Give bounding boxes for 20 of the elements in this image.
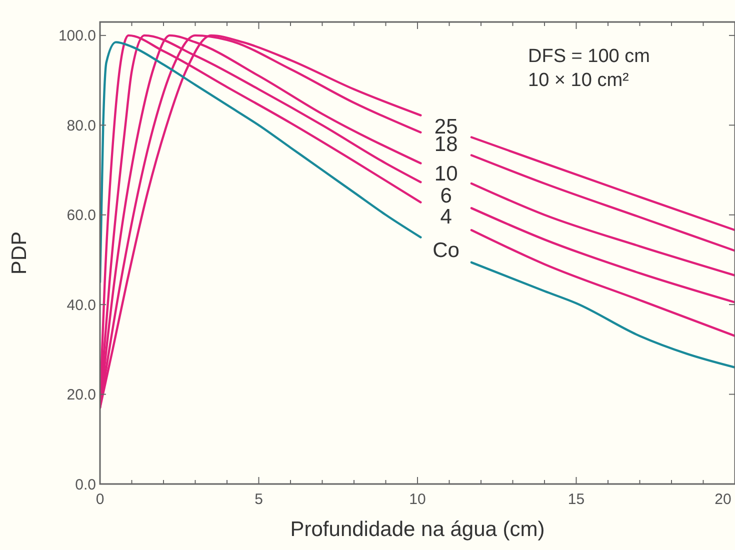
series-label: 18 (434, 133, 458, 156)
y-axis-title: PDP (8, 231, 31, 275)
annotation: DFS = 100 cm (528, 46, 650, 67)
x-tick-label: 5 (254, 491, 263, 508)
annotation: 10 × 10 cm² (528, 70, 629, 91)
y-tick-label: 20.0 (66, 386, 96, 404)
series-label: 4 (440, 206, 452, 229)
series-label: Co (432, 239, 460, 262)
y-tick-label: 40.0 (66, 296, 96, 314)
x-tick-label: 10 (409, 491, 426, 508)
series-label: 6 (440, 184, 452, 208)
x-tick-label: 15 (568, 491, 585, 508)
y-tick-label: 0.0 (75, 476, 96, 494)
x-tick-label: 20 (714, 491, 732, 508)
y-tick-label: 60.0 (66, 207, 96, 224)
series-label: 10 (434, 162, 458, 186)
x-axis-title: Profundidade na água (cm) (290, 518, 545, 541)
y-tick-label: 100.0 (58, 28, 96, 45)
x-tick-label: 0 (96, 491, 104, 508)
y-tick-label: 80.0 (66, 117, 96, 134)
